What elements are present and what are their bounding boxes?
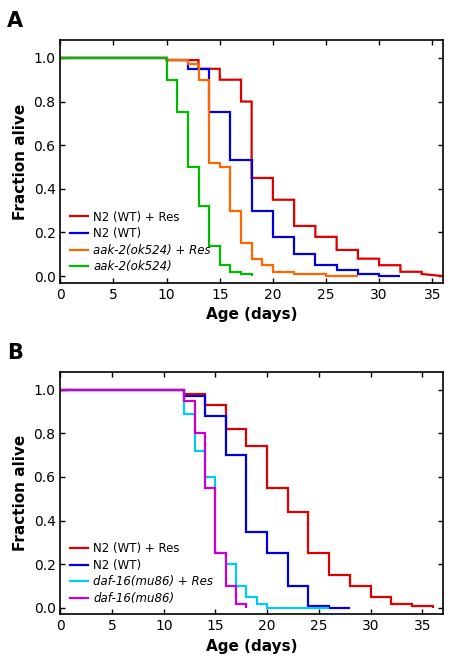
Text: A: A <box>7 11 23 31</box>
Y-axis label: Fraction alive: Fraction alive <box>13 435 28 551</box>
Legend: N2 (WT) + Res, N2 (WT), daf-16(mu86) + Res, daf-16(mu86): N2 (WT) + Res, N2 (WT), daf-16(mu86) + R… <box>66 539 217 608</box>
Y-axis label: Fraction alive: Fraction alive <box>13 104 28 219</box>
Text: B: B <box>7 342 23 362</box>
X-axis label: Age (days): Age (days) <box>206 639 297 654</box>
Legend: N2 (WT) + Res, N2 (WT), aak-2(ok524) + Res, aak-2(ok524): N2 (WT) + Res, N2 (WT), aak-2(ok524) + R… <box>66 207 215 277</box>
X-axis label: Age (days): Age (days) <box>206 307 297 322</box>
